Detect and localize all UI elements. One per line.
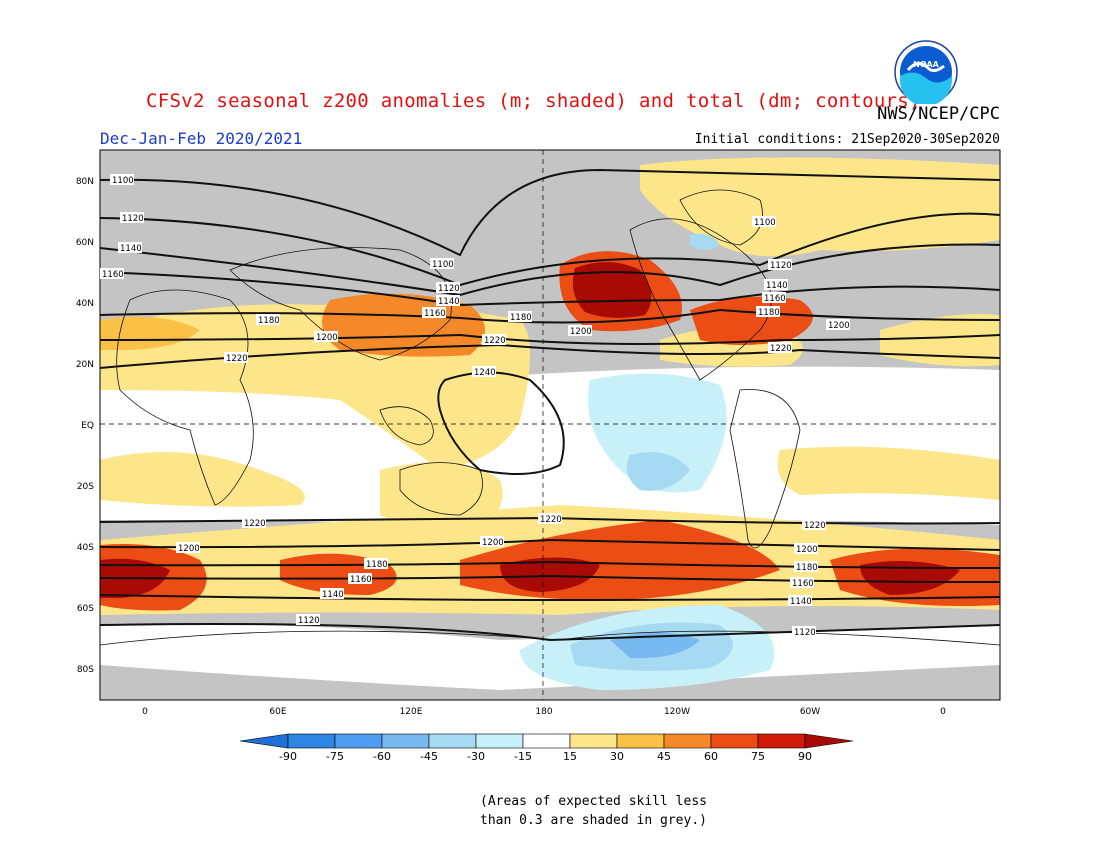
contour-label: 1220 (226, 354, 248, 364)
lat-label: 60N (76, 238, 94, 248)
contour-lines (99, 168, 1001, 642)
colorbar-swatch (569, 733, 618, 749)
colorbar: -90 -75 -60 -45 -30 -15 15 30 45 60 75 90 (239, 733, 854, 763)
contour-label: 1140 (120, 244, 142, 254)
contour-label: 1180 (796, 563, 818, 573)
colorbar-tick-label: 15 (563, 750, 577, 763)
contour-label: 1100 (432, 260, 454, 270)
lat-label: 60S (77, 604, 94, 614)
contour-label: 1120 (438, 284, 460, 294)
lon-label: 60E (269, 707, 286, 717)
contour-label: 1160 (424, 309, 446, 319)
contour-label: 1220 (804, 521, 826, 531)
colorbar-tick-label: 90 (798, 750, 812, 763)
contour-label: 1200 (482, 538, 504, 548)
colorbar-tick-label: 60 (704, 750, 718, 763)
contour-label: 1160 (792, 579, 814, 589)
colorbar-swatch (334, 733, 383, 749)
longitude-labels: 0 60E 120E 180 120W 60W 0 (142, 707, 946, 717)
contour-label: 1120 (794, 628, 816, 638)
lat-label: 20N (76, 360, 94, 370)
lon-label: 120W (664, 707, 690, 717)
season-label: Dec-Jan-Feb 2020/2021 (100, 129, 303, 148)
colorbar-tick-label: -90 (279, 750, 297, 763)
lat-label: EQ (81, 421, 94, 431)
colorbar-tick-label: -45 (420, 750, 438, 763)
contour-label: 1140 (322, 590, 344, 600)
contour-label: 1160 (102, 270, 124, 280)
colorbar-tick-label: -60 (373, 750, 391, 763)
contour-label: 1200 (570, 327, 592, 337)
lat-label: 80N (76, 177, 94, 187)
colorbar-tick-label: 30 (610, 750, 624, 763)
lon-label: 0 (142, 707, 148, 717)
lon-label: 0 (940, 707, 946, 717)
colorbar-tick-label: -75 (326, 750, 344, 763)
contour-label: 1200 (316, 333, 338, 343)
contour-label: 1200 (796, 545, 818, 555)
contour-label: 1220 (770, 344, 792, 354)
colorbar-swatch (381, 733, 430, 749)
lon-label: 180 (535, 707, 552, 717)
map-title: CFSv2 seasonal z200 anomalies (m; shaded… (146, 90, 921, 112)
contour-label: 1200 (178, 544, 200, 554)
colorbar-swatch (710, 733, 759, 749)
map-field (100, 150, 1000, 700)
initial-conditions-label: Initial conditions: 21Sep2020-30Sep2020 (694, 132, 1000, 147)
colorbar-arrow-low (239, 733, 289, 749)
lat-label: 80S (77, 665, 94, 675)
lat-label: 40N (76, 299, 94, 309)
skill-note-line1: (Areas of expected skill less (480, 794, 707, 809)
contour-label: 1100 (754, 218, 776, 228)
contour-label: 1160 (350, 575, 372, 585)
skill-note: (Areas of expected skill less than 0.3 a… (480, 792, 707, 830)
lat-label: 20S (77, 482, 94, 492)
contour-label: 1180 (510, 313, 532, 323)
colorbar-swatch (663, 733, 712, 749)
contour-label: 1180 (258, 316, 280, 326)
lat-label: 40S (77, 543, 94, 553)
contour-label: 1220 (484, 336, 506, 346)
lon-label: 60W (800, 707, 820, 717)
noaa-logo-text: NOAA (913, 60, 939, 69)
contour-label: 1120 (122, 214, 144, 224)
colorbar-swatch (475, 733, 524, 749)
contour-label: 1140 (790, 597, 812, 607)
contour-label: 1160 (764, 294, 786, 304)
colorbar-swatch (757, 733, 806, 749)
contour-label: 1140 (438, 297, 460, 307)
contour-label: 1180 (366, 560, 388, 570)
colorbar-tick-label: 75 (751, 750, 765, 763)
contour-label: 1220 (244, 519, 266, 529)
contour-label: 1180 (758, 308, 780, 318)
contour-label: 1120 (298, 616, 320, 626)
contour-label: 1120 (770, 261, 792, 271)
skill-note-line2: than 0.3 are shaded in grey.) (480, 813, 707, 828)
colorbar-swatch (616, 733, 665, 749)
colorbar-tick-label: -15 (514, 750, 532, 763)
contour-label: 1220 (540, 515, 562, 525)
contour-label: 1240 (474, 368, 496, 378)
contour-label: 1100 (112, 176, 134, 186)
contour-label: 1200 (828, 321, 850, 331)
colorbar-swatch (522, 733, 571, 749)
colorbar-tick-label: 45 (657, 750, 671, 763)
colorbar-arrow-high (804, 733, 854, 749)
latitude-labels: 80N 60N 40N 20N EQ 20S 40S 60S 80S (76, 177, 94, 675)
agency-label: NWS/NCEP/CPC (877, 104, 1000, 124)
contour-label: 1140 (766, 281, 788, 291)
colorbar-swatch (428, 733, 477, 749)
contour-labels: 1100 1100 1100 1120 1120 1120 1120 1120 … (100, 174, 850, 638)
colorbar-tick-label: -30 (467, 750, 485, 763)
lon-label: 120E (400, 707, 423, 717)
colorbar-swatch (287, 733, 336, 749)
noaa-logo: NOAA (894, 40, 958, 104)
